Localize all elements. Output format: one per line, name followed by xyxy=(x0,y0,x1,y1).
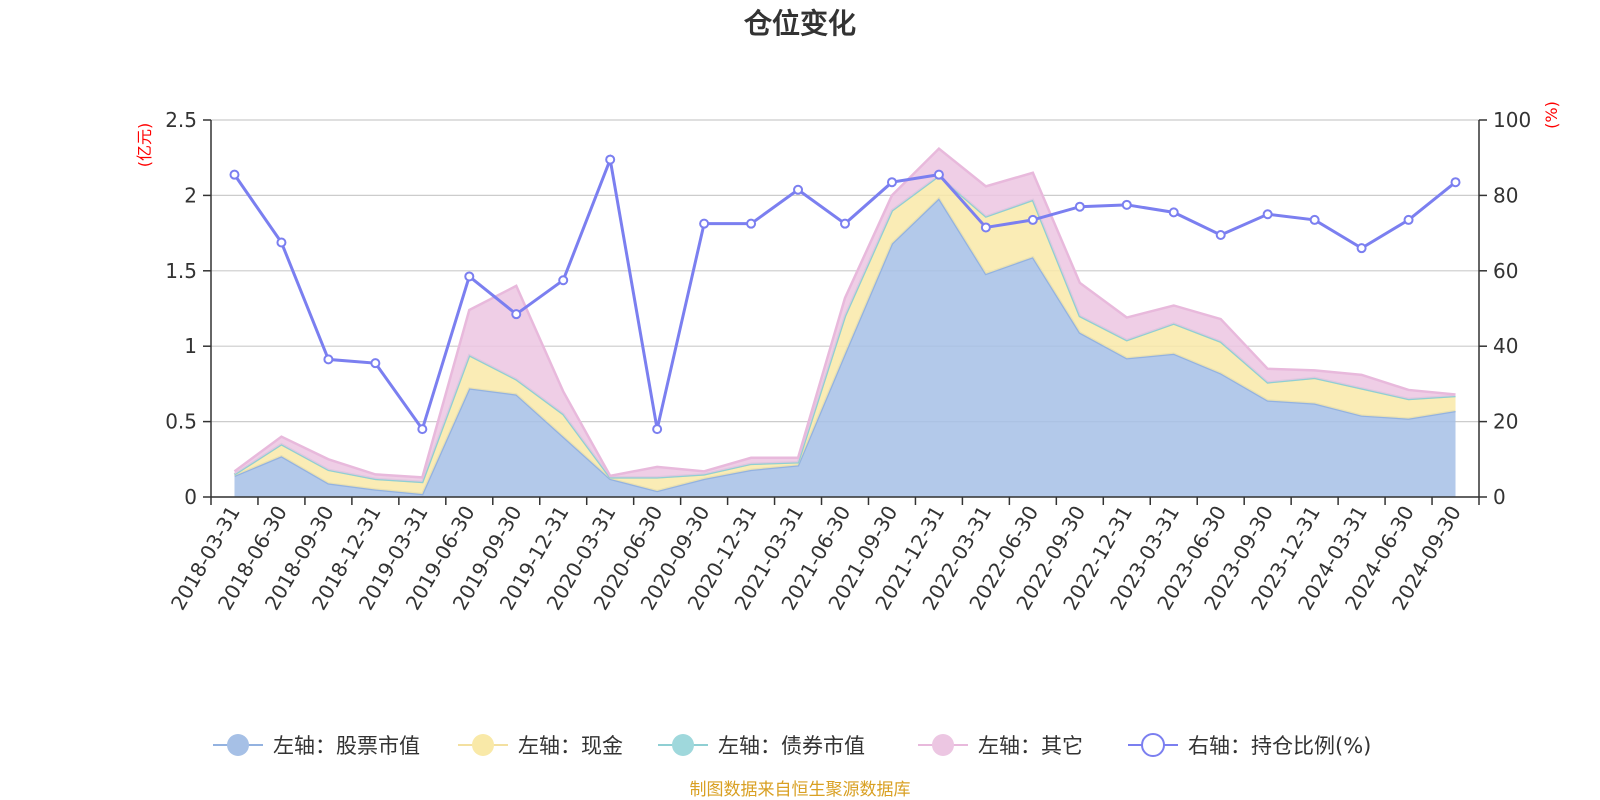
left-tick-label-4: 2 xyxy=(184,183,197,207)
ratio-point-24 xyxy=(1356,243,1367,254)
left-tick-label-2: 1 xyxy=(184,334,197,358)
ratio-point-19 xyxy=(1121,199,1132,210)
legend-label-0: 左轴：股票市值 xyxy=(273,734,420,758)
legend-marker-2 xyxy=(672,734,694,756)
ratio-point-6 xyxy=(511,309,522,320)
ratio-point-4 xyxy=(417,424,428,435)
legend-marker-3 xyxy=(932,734,954,756)
legend-label-2: 左轴：债券市值 xyxy=(718,734,865,758)
left-axis-unit: (亿元) xyxy=(135,123,154,168)
position-ratio-line xyxy=(229,154,1461,435)
ratio-point-3 xyxy=(370,358,381,369)
left-tick-label-0: 0 xyxy=(184,485,197,509)
area-series-1 xyxy=(234,175,1456,494)
ratio-point-8 xyxy=(605,154,616,165)
ratio-point-7 xyxy=(558,275,569,286)
ratio-point-17 xyxy=(1027,214,1038,225)
legend-label-4: 右轴：持仓比例(%) xyxy=(1188,734,1371,758)
area-series-3 xyxy=(234,148,1456,482)
legend-label-3: 左轴：其它 xyxy=(978,734,1083,758)
right-tick-label-0: 0 xyxy=(1493,485,1506,509)
ratio-point-5 xyxy=(464,271,475,282)
ratio-point-25 xyxy=(1403,214,1414,225)
ratio-point-23 xyxy=(1309,214,1320,225)
right-axis-unit: (%) xyxy=(1542,101,1561,129)
right-tick-label-1: 20 xyxy=(1493,410,1518,434)
right-tick-label-3: 60 xyxy=(1493,259,1518,283)
ratio-point-20 xyxy=(1168,207,1179,218)
ratio-point-16 xyxy=(980,222,991,233)
right-tick-label-5: 100 xyxy=(1493,108,1531,132)
ratio-point-10 xyxy=(699,218,710,229)
chart-title: 仓位变化 xyxy=(744,7,856,40)
ratio-point-18 xyxy=(1074,201,1085,212)
legend-marker-0 xyxy=(227,734,249,756)
area-series-0 xyxy=(234,198,1456,497)
data-source-note: 制图数据来自恒生聚源数据库 xyxy=(690,780,911,800)
ratio-point-15 xyxy=(933,169,944,180)
legend-marker-4 xyxy=(1141,733,1165,757)
right-tick-label-4: 80 xyxy=(1493,183,1518,207)
ratio-point-9 xyxy=(652,424,663,435)
ratio-point-14 xyxy=(886,177,897,188)
left-tick-label-5: 2.5 xyxy=(165,108,197,132)
ratio-point-22 xyxy=(1262,209,1273,220)
stacked-areas xyxy=(233,146,1456,497)
ratio-point-26 xyxy=(1450,177,1461,188)
ratio-point-13 xyxy=(840,218,850,229)
legend-marker-1 xyxy=(472,734,494,756)
area-line-series-3 xyxy=(233,146,1456,479)
legend-label-1: 左轴：现金 xyxy=(518,734,623,758)
ratio-point-1 xyxy=(276,237,287,248)
ratio-point-12 xyxy=(793,184,804,195)
ratio-point-11 xyxy=(746,218,757,229)
legend: 左轴：股票市值 左轴：现金 左轴：债券市值 左轴：其它 右轴：持仓比例(%) xyxy=(213,733,1371,758)
left-tick-label-1: 0.5 xyxy=(165,410,197,434)
left-tick-label-3: 1.5 xyxy=(165,259,197,283)
ratio-point-21 xyxy=(1215,229,1226,240)
ratio-point-0 xyxy=(229,169,240,180)
ratio-point-2 xyxy=(323,354,334,365)
right-tick-label-2: 40 xyxy=(1493,334,1518,358)
